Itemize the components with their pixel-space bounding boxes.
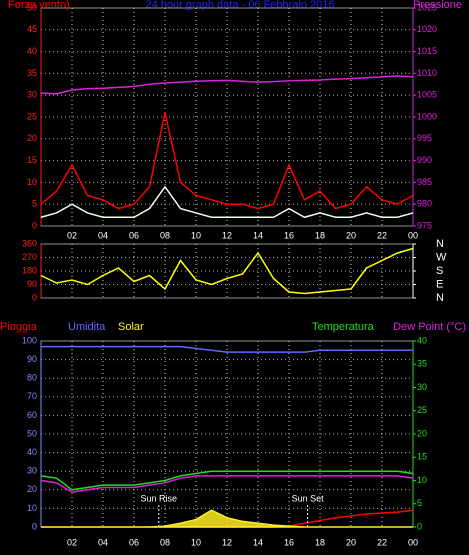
y2-tick-label: 980	[417, 199, 432, 209]
y-tick-label: 80	[27, 373, 37, 383]
y2-tick-label: S	[436, 265, 443, 277]
x-tick-label: 06	[129, 537, 139, 547]
y-tick-label: 270	[22, 252, 37, 262]
y-tick-label: 360	[22, 238, 37, 248]
x-tick-label: 02	[67, 230, 77, 240]
legend-label: Forza vento)	[8, 0, 70, 11]
y2-tick-label: 990	[417, 155, 432, 165]
x-tick-label: 12	[222, 537, 232, 547]
legend-label: Solar	[118, 321, 144, 333]
y2-tick-label: 40	[417, 335, 427, 345]
x-tick-label: 04	[98, 537, 108, 547]
y-tick-label: 30	[27, 466, 37, 476]
y2-tick-label: N	[436, 238, 444, 250]
x-tick-label: 16	[284, 230, 294, 240]
y2-tick-label: 20	[417, 428, 427, 438]
y-tick-label: 40	[27, 447, 37, 457]
y2-tick-label: 1005	[417, 90, 437, 100]
x-tick-label: 10	[191, 230, 201, 240]
x-tick-label: 02	[67, 537, 77, 547]
legend-label: Umidita	[68, 321, 106, 333]
y-tick-label: 90	[27, 354, 37, 364]
y-tick-label: 15	[27, 155, 37, 165]
y2-tick-label: 995	[417, 133, 432, 143]
series-line	[40, 185, 414, 219]
y-tick-label: 0	[32, 521, 37, 531]
x-tick-label: 04	[98, 230, 108, 240]
y-tick-label: 50	[27, 2, 37, 12]
y-tick-label: 45	[27, 24, 37, 34]
legend-label: Temperatura	[312, 321, 375, 333]
y2-tick-label: 10	[417, 475, 427, 485]
chart-title: 24 hour graph data - 06 Febbraio 2016	[146, 0, 335, 11]
x-tick-label: 00	[408, 537, 418, 547]
x-tick-label: 08	[160, 230, 170, 240]
series-line	[40, 475, 414, 493]
y2-tick-label: 35	[417, 359, 427, 369]
y2-tick-label: 975	[417, 220, 432, 230]
y-tick-label: 40	[27, 46, 37, 56]
y-tick-label: 0	[32, 292, 37, 302]
y-tick-label: 10	[27, 177, 37, 187]
y2-tick-label: 30	[417, 382, 427, 392]
series-line	[40, 470, 414, 491]
y2-tick-label: 1025	[417, 2, 437, 12]
y2-tick-label: 1015	[417, 46, 437, 56]
series-line	[41, 345, 413, 353]
y2-tick-label: E	[436, 278, 443, 290]
series-line	[40, 75, 414, 95]
y2-tick-label: 15	[417, 452, 427, 462]
y-tick-label: 20	[27, 484, 37, 494]
x-tick-label: 20	[346, 537, 356, 547]
x-tick-label: 18	[315, 537, 325, 547]
annotation: Sun Set	[292, 493, 325, 503]
y-tick-label: 90	[27, 279, 37, 289]
y2-tick-label: N	[436, 292, 444, 304]
series-line	[40, 247, 414, 295]
x-tick-label: 22	[377, 537, 387, 547]
y2-tick-label: 985	[417, 177, 432, 187]
legend-label: Pioggia	[0, 321, 38, 333]
y2-tick-label: 1000	[417, 111, 437, 121]
y-tick-label: 5	[32, 199, 37, 209]
x-tick-label: 12	[222, 230, 232, 240]
y2-tick-label: 0	[417, 521, 422, 531]
y-tick-label: 50	[27, 428, 37, 438]
y2-tick-label: 25	[417, 405, 427, 415]
x-tick-label: 14	[253, 230, 263, 240]
x-tick-label: 20	[346, 230, 356, 240]
x-tick-label: 16	[284, 537, 294, 547]
x-tick-label: 10	[191, 537, 201, 547]
y-tick-label: 0	[32, 220, 37, 230]
x-tick-label: 22	[377, 230, 387, 240]
x-tick-label: 08	[160, 537, 170, 547]
y-tick-label: 35	[27, 68, 37, 78]
area	[41, 509, 413, 528]
y-tick-label: 70	[27, 391, 37, 401]
y-tick-label: 30	[27, 90, 37, 100]
y-tick-label: 10	[27, 503, 37, 513]
legend-label: Dew Point (°C)	[393, 321, 466, 333]
x-tick-label: 00	[408, 230, 418, 240]
y-tick-label: 180	[22, 265, 37, 275]
y2-tick-label: W	[436, 251, 447, 263]
x-tick-label: 06	[129, 230, 139, 240]
y-tick-label: 60	[27, 410, 37, 420]
y2-tick-label: 1020	[417, 24, 437, 34]
x-tick-label: 14	[253, 537, 263, 547]
y-tick-label: 25	[27, 111, 37, 121]
legend-label: Pressione	[413, 0, 462, 11]
y2-tick-label: 5	[417, 498, 422, 508]
annotation: Sun Rise	[141, 493, 178, 503]
x-tick-label: 18	[315, 230, 325, 240]
y2-tick-label: 1010	[417, 68, 437, 78]
series-line	[40, 112, 414, 210]
y-tick-label: 100	[22, 335, 37, 345]
y-tick-label: 20	[27, 133, 37, 143]
